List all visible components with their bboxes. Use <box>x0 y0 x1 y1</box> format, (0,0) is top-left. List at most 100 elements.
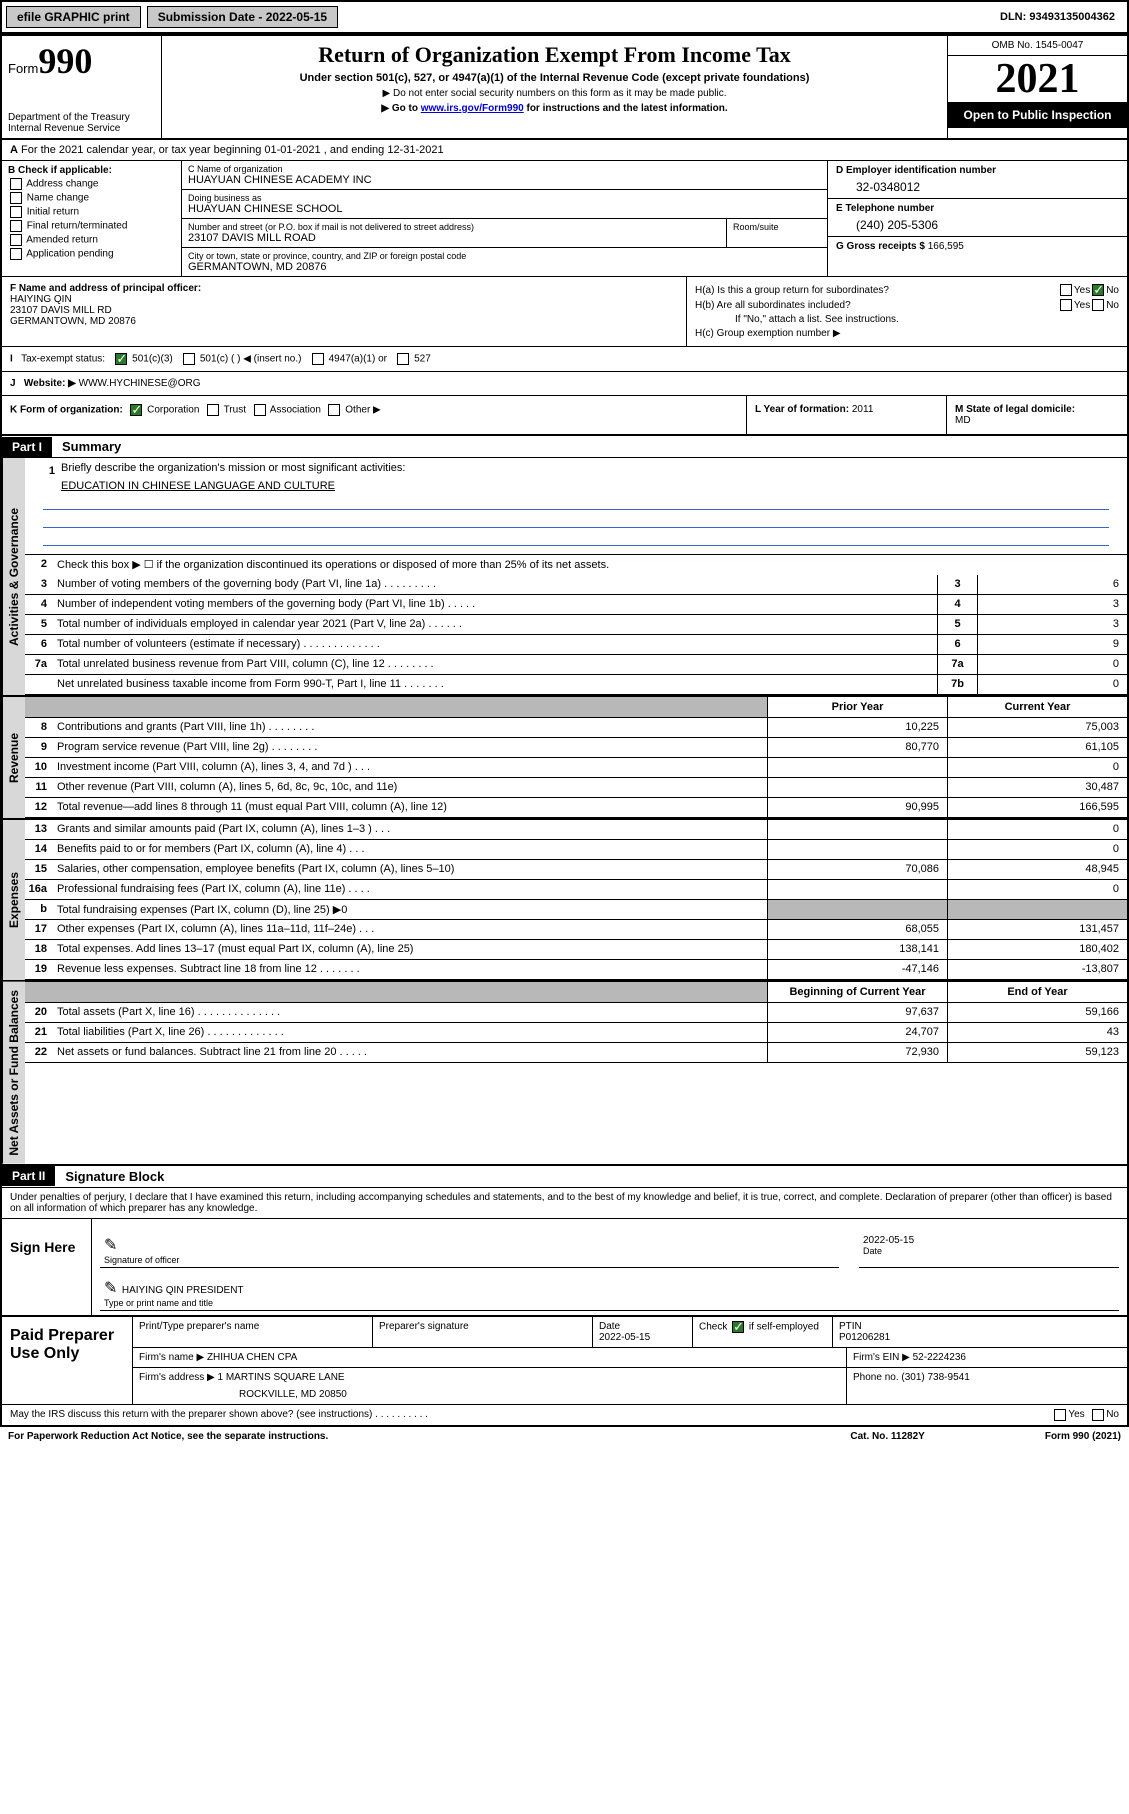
summary-line: 11Other revenue (Part VIII, column (A), … <box>25 778 1127 798</box>
open-public-badge: Open to Public Inspection <box>948 102 1127 128</box>
cat-no: Cat. No. 11282Y <box>850 1431 924 1442</box>
omb-number: OMB No. 1545-0047 <box>948 36 1127 56</box>
section-b-checkbox[interactable] <box>10 248 22 260</box>
website-value: WWW.HYCHINESE@ORG <box>79 378 201 389</box>
summary-line: bTotal fundraising expenses (Part IX, co… <box>25 900 1127 920</box>
city-value: GERMANTOWN, MD 20876 <box>188 261 821 273</box>
section-l: L Year of formation: 2011 <box>747 396 947 434</box>
section-g: G Gross receipts $ 166,595 <box>828 237 1127 256</box>
top-bar: efile GRAPHIC print Submission Date - 20… <box>0 0 1129 34</box>
section-b-checkbox[interactable] <box>10 178 22 190</box>
section-b-header: B Check if applicable: <box>8 165 175 176</box>
tax-year: 2021 <box>948 56 1127 102</box>
summary-line: 3Number of voting members of the governi… <box>25 575 1127 595</box>
ha-no-checkbox[interactable] <box>1092 284 1104 296</box>
prep-name-label: Print/Type preparer's name <box>133 1317 373 1347</box>
part-ii-header: Part II <box>2 1166 55 1186</box>
corp-checkbox[interactable] <box>130 404 142 416</box>
form-990-container: Form990 Department of the Treasury Inter… <box>0 34 1129 1427</box>
dln: DLN: 93493135004362 <box>1000 11 1123 23</box>
submission-date: 2022-05-15 <box>266 10 327 24</box>
section-b-checkbox[interactable] <box>10 206 22 218</box>
officer-printed-name: HAIYING QIN PRESIDENT <box>122 1285 244 1296</box>
form-header: Form990 Department of the Treasury Inter… <box>2 36 1127 140</box>
form990-link[interactable]: www.irs.gov/Form990 <box>421 103 524 114</box>
org-name: HUAYUAN CHINESE ACADEMY INC <box>188 174 821 186</box>
ha-label: H(a) Is this a group return for subordin… <box>695 285 1058 296</box>
ssn-note: ▶ Do not enter social security numbers o… <box>172 88 937 99</box>
self-employed-checkbox[interactable] <box>732 1321 744 1333</box>
part-ii-title: Signature Block <box>55 1166 174 1187</box>
summary-line: 6Total number of volunteers (estimate if… <box>25 635 1127 655</box>
firm-addr2: ROCKVILLE, MD 20850 <box>139 1383 840 1400</box>
sig-date: 2022-05-15 <box>863 1235 1115 1246</box>
section-k: K Form of organization: Corporation Trus… <box>2 396 747 434</box>
row-i: I Tax-exempt status: 501(c)(3) 501(c) ( … <box>2 347 1127 372</box>
officer-addr1: 23107 DAVIS MILL RD <box>10 305 678 316</box>
line1-label: Briefly describe the organization's miss… <box>61 462 405 480</box>
discuss-no-checkbox[interactable] <box>1092 1409 1104 1421</box>
501c3-checkbox[interactable] <box>115 353 127 365</box>
efile-button[interactable]: efile GRAPHIC print <box>6 6 141 28</box>
end-year-header: End of Year <box>947 982 1127 1002</box>
section-b-checkbox[interactable] <box>10 234 22 246</box>
summary-line: 9Program service revenue (Part VIII, lin… <box>25 738 1127 758</box>
hb-yes-checkbox[interactable] <box>1060 299 1072 311</box>
section-b: B Check if applicable: Address change Na… <box>2 161 182 276</box>
sig-officer-label: Signature of officer <box>104 1255 835 1265</box>
row-a-tax-year: A For the 2021 calendar year, or tax yea… <box>2 140 1127 161</box>
hc-label: H(c) Group exemption number ▶ <box>695 328 1119 339</box>
summary-line: 19Revenue less expenses. Subtract line 1… <box>25 960 1127 980</box>
line2-text: Check this box ▶ ☐ if the organization d… <box>53 555 1127 575</box>
ha-yes-checkbox[interactable] <box>1060 284 1072 296</box>
assoc-checkbox[interactable] <box>254 404 266 416</box>
section-h: H(a) Is this a group return for subordin… <box>687 277 1127 346</box>
summary-line: 14Benefits paid to or for members (Part … <box>25 840 1127 860</box>
501c-checkbox[interactable] <box>183 353 195 365</box>
summary-line: 15Salaries, other compensation, employee… <box>25 860 1127 880</box>
prior-year-header: Prior Year <box>767 697 947 717</box>
section-b-checkbox[interactable] <box>10 192 22 204</box>
section-b-item: Amended return <box>8 234 175 246</box>
firm-name: ZHIHUA CHEN CPA <box>207 1352 297 1363</box>
discuss-yes-checkbox[interactable] <box>1054 1409 1066 1421</box>
side-revenue: Revenue <box>2 697 25 818</box>
addr-label: Number and street (or P.O. box if mail i… <box>188 222 720 232</box>
side-net-assets: Net Assets or Fund Balances <box>2 982 25 1164</box>
submission-label: Submission Date - <box>158 10 266 24</box>
form-footer: Form 990 (2021) <box>1045 1431 1121 1442</box>
paid-preparer-label: Paid Preparer Use Only <box>2 1317 132 1404</box>
may-irs-discuss: May the IRS discuss this return with the… <box>10 1409 1052 1420</box>
other-checkbox[interactable] <box>328 404 340 416</box>
hb-note: If "No," attach a list. See instructions… <box>695 314 1119 325</box>
org-name-label: C Name of organization <box>188 164 821 174</box>
summary-line: 13Grants and similar amounts paid (Part … <box>25 820 1127 840</box>
dba-label: Doing business as <box>188 193 821 203</box>
section-b-checkbox[interactable] <box>10 220 22 232</box>
officer-addr2: GERMANTOWN, MD 20876 <box>10 316 678 327</box>
summary-line: 10Investment income (Part VIII, column (… <box>25 758 1127 778</box>
part-i-title: Summary <box>52 436 131 457</box>
officer-name: HAIYING QIN <box>10 294 678 305</box>
hb-no-checkbox[interactable] <box>1092 299 1104 311</box>
trust-checkbox[interactable] <box>207 404 219 416</box>
section-b-item: Initial return <box>8 206 175 218</box>
part-i-header: Part I <box>2 437 52 457</box>
section-b-item: Address change <box>8 178 175 190</box>
declaration-text: Under penalties of perjury, I declare th… <box>2 1188 1127 1218</box>
prep-sig-label: Preparer's signature <box>373 1317 593 1347</box>
begin-year-header: Beginning of Current Year <box>767 982 947 1002</box>
section-d: D Employer identification number 32-0348… <box>828 161 1127 199</box>
summary-line: 12Total revenue—add lines 8 through 11 (… <box>25 798 1127 818</box>
summary-line: 20Total assets (Part X, line 16) . . . .… <box>25 1003 1127 1023</box>
submission-date-button[interactable]: Submission Date - 2022-05-15 <box>147 6 338 28</box>
summary-line: 17Other expenses (Part IX, column (A), l… <box>25 920 1127 940</box>
527-checkbox[interactable] <box>397 353 409 365</box>
summary-line: 7aTotal unrelated business revenue from … <box>25 655 1127 675</box>
section-f: F Name and address of principal officer:… <box>2 277 687 346</box>
addr-value: 23107 DAVIS MILL ROAD <box>188 232 720 244</box>
summary-line: 18Total expenses. Add lines 13–17 (must … <box>25 940 1127 960</box>
4947-checkbox[interactable] <box>312 353 324 365</box>
section-e: E Telephone number (240) 205-5306 <box>828 199 1127 237</box>
firm-ein: 52-2224236 <box>913 1352 966 1363</box>
